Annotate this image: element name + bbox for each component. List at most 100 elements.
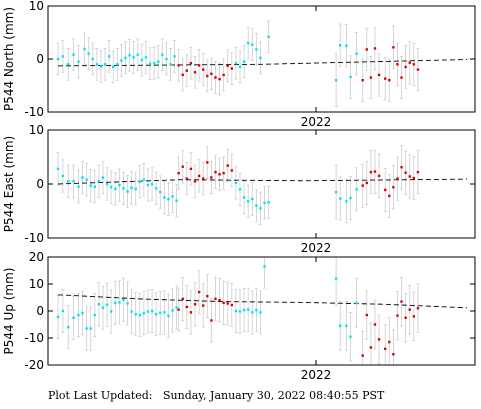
data-point-cyan xyxy=(72,180,75,183)
data-point-cyan xyxy=(146,310,150,313)
data-point-red xyxy=(384,77,387,80)
data-point-cyan xyxy=(159,190,162,194)
data-point-cyan xyxy=(130,186,133,189)
y-tick-label: -10 xyxy=(24,105,44,119)
data-point-red xyxy=(377,73,381,77)
data-point-red xyxy=(412,176,416,180)
data-point-cyan xyxy=(154,187,158,190)
data-point-cyan xyxy=(334,277,338,280)
data-point-cyan xyxy=(345,44,348,47)
data-point-red xyxy=(226,164,229,167)
data-point-cyan xyxy=(99,65,103,68)
data-point-red xyxy=(197,174,201,178)
data-point-red xyxy=(384,188,387,192)
data-point-cyan xyxy=(157,60,160,63)
data-point-cyan xyxy=(72,53,75,56)
data-point-red xyxy=(365,313,368,317)
data-point-red xyxy=(185,69,189,72)
data-point-cyan xyxy=(101,176,105,179)
data-point-cyan xyxy=(355,188,358,191)
data-point-cyan xyxy=(116,63,119,66)
data-point-cyan xyxy=(122,298,125,301)
data-point-red xyxy=(185,305,189,309)
data-point-red xyxy=(222,301,225,305)
data-point-cyan xyxy=(259,56,262,60)
data-point-cyan xyxy=(146,183,150,187)
data-point-red xyxy=(369,170,373,174)
data-point-red xyxy=(377,338,381,341)
data-point-cyan xyxy=(234,309,238,313)
data-point-cyan xyxy=(56,167,60,171)
data-point-red xyxy=(210,176,213,179)
data-point-cyan xyxy=(114,187,117,191)
data-point-cyan xyxy=(246,41,250,45)
data-point-red xyxy=(222,172,225,175)
data-point-cyan xyxy=(144,56,148,59)
data-point-cyan xyxy=(142,311,146,315)
data-point-cyan xyxy=(267,35,270,38)
data-point-cyan xyxy=(95,63,99,66)
data-point-cyan xyxy=(165,57,168,61)
data-point-red xyxy=(365,181,368,185)
data-point-cyan xyxy=(56,315,60,319)
data-point-cyan xyxy=(128,54,131,57)
y-tick-label: 0 xyxy=(36,304,44,318)
data-point-cyan xyxy=(77,313,80,317)
trend-line xyxy=(57,178,468,185)
data-point-cyan xyxy=(238,310,242,313)
data-point-cyan xyxy=(132,56,135,59)
data-point-cyan xyxy=(83,47,86,51)
data-point-cyan xyxy=(345,324,348,328)
y-tick-label: 10 xyxy=(29,123,44,137)
data-point-red xyxy=(197,64,201,67)
data-point-cyan xyxy=(120,59,123,62)
y-tick-label: 0 xyxy=(36,177,44,191)
data-point-cyan xyxy=(109,186,113,189)
data-point-cyan xyxy=(148,62,152,65)
data-point-cyan xyxy=(85,327,88,330)
data-point-cyan xyxy=(105,182,109,186)
data-point-cyan xyxy=(251,197,254,201)
data-point-cyan xyxy=(267,201,270,204)
data-point-red xyxy=(206,294,209,298)
data-point-cyan xyxy=(171,309,174,312)
data-point-red xyxy=(201,68,205,71)
data-point-cyan xyxy=(173,55,176,58)
data-point-red xyxy=(408,175,411,178)
data-point-cyan xyxy=(175,306,178,309)
data-point-cyan xyxy=(112,65,115,69)
data-point-cyan xyxy=(61,55,65,58)
data-point-red xyxy=(377,174,381,178)
data-point-cyan xyxy=(349,335,352,338)
data-point-red xyxy=(177,172,180,175)
data-point-cyan xyxy=(85,178,88,181)
data-point-red xyxy=(400,166,403,169)
data-point-cyan xyxy=(259,311,262,314)
x-tick-label: 2022 xyxy=(301,368,332,382)
data-point-red xyxy=(206,74,209,78)
data-point-cyan xyxy=(255,308,258,312)
y-tick-label: 0 xyxy=(36,52,44,66)
data-point-red xyxy=(193,303,197,306)
data-point-red xyxy=(218,299,221,302)
data-point-cyan xyxy=(263,201,266,205)
data-point-cyan xyxy=(345,200,348,203)
data-point-cyan xyxy=(142,178,146,181)
data-point-cyan xyxy=(152,62,156,65)
y-tick-label: 20 xyxy=(29,250,44,264)
data-point-cyan xyxy=(126,190,129,193)
data-point-red xyxy=(230,303,234,307)
data-point-red xyxy=(408,308,411,311)
data-point-red xyxy=(218,77,221,81)
data-point-cyan xyxy=(89,184,92,187)
data-point-red xyxy=(392,186,395,189)
data-point-cyan xyxy=(163,311,166,314)
data-point-red xyxy=(361,354,364,357)
data-point-cyan xyxy=(175,199,178,202)
data-point-cyan xyxy=(114,301,117,305)
data-point-cyan xyxy=(167,197,170,201)
data-point-cyan xyxy=(163,196,166,199)
data-point-cyan xyxy=(61,309,65,313)
data-point-cyan xyxy=(91,57,94,61)
data-point-cyan xyxy=(339,44,342,47)
